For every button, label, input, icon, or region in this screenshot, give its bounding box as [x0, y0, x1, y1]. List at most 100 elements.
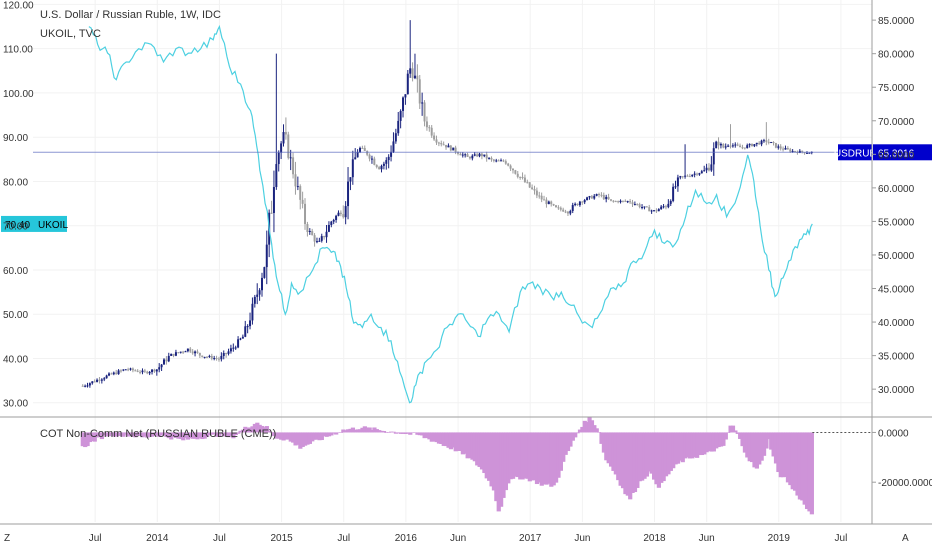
candle-body — [370, 158, 373, 160]
candle — [722, 143, 725, 149]
cot-bar — [90, 432, 95, 442]
candle-body — [380, 165, 383, 170]
cot-bar — [386, 432, 391, 433]
ukoil-name-label: UKOIL — [38, 220, 68, 231]
candle-body — [490, 157, 493, 160]
candle-body — [151, 369, 154, 373]
cot-bar — [687, 432, 693, 459]
candle — [516, 170, 519, 179]
cot-bar — [288, 432, 293, 442]
cot-bar — [718, 432, 724, 447]
candle — [122, 369, 125, 372]
cot-bar — [716, 432, 721, 448]
candle — [784, 145, 787, 150]
cot-bar — [680, 432, 685, 463]
candle-body — [636, 204, 639, 206]
cot-bar — [130, 432, 136, 437]
cot-bar — [738, 432, 743, 439]
candle-body — [375, 164, 378, 168]
candle-body — [361, 147, 364, 149]
candle — [301, 191, 304, 209]
cot-bar — [761, 432, 767, 456]
candle — [729, 124, 732, 149]
candle-body — [593, 195, 596, 199]
cot-bar — [157, 432, 162, 437]
cot-bar — [159, 432, 164, 436]
cot-bar — [310, 432, 315, 442]
cot-bar — [477, 432, 482, 467]
candle-body — [746, 145, 749, 149]
candle — [325, 224, 328, 243]
cot-bar — [83, 432, 88, 448]
candle — [727, 144, 730, 148]
candle-body — [502, 160, 505, 162]
candle — [119, 369, 122, 373]
candle — [127, 367, 130, 372]
candle-body — [263, 267, 266, 278]
candle — [495, 158, 498, 163]
candle-body — [351, 159, 354, 178]
candle-body — [722, 143, 725, 148]
candle-body — [172, 353, 175, 356]
candle-body — [693, 173, 696, 175]
cot-bar — [644, 432, 650, 477]
candle-body — [234, 347, 237, 349]
candle-body — [762, 140, 765, 142]
cot-bar — [403, 432, 408, 435]
candle-body — [315, 241, 318, 243]
candle-body — [471, 155, 474, 159]
cot-bar — [546, 432, 552, 484]
candle-body — [98, 379, 101, 381]
candle-body — [358, 147, 361, 152]
cot-bar — [754, 432, 759, 469]
left-tick-label: 60.00 — [3, 266, 28, 277]
cot-title: COT Non-Comm Net (RUSSIAN RUBLE (CME)) — [40, 428, 276, 440]
cot-bar — [506, 432, 511, 484]
cot-bar — [594, 428, 599, 433]
cot-bar — [554, 432, 559, 483]
candle-body — [519, 176, 522, 178]
candle — [84, 384, 87, 388]
cot-bar — [706, 432, 712, 452]
cot-bar — [455, 432, 461, 451]
candle — [258, 288, 261, 301]
candle-body — [304, 203, 307, 225]
candle — [299, 184, 302, 210]
cot-bar — [625, 432, 630, 496]
candle-body — [466, 154, 469, 157]
candle — [645, 205, 648, 208]
x-tick-label: 2019 — [768, 533, 791, 544]
candle-body — [256, 294, 259, 297]
cot-bar — [788, 432, 793, 486]
cot-bar — [248, 427, 253, 433]
cot-bar — [209, 432, 214, 435]
candle-body — [667, 203, 670, 208]
candle-body — [779, 146, 782, 149]
candle-body — [559, 207, 562, 210]
candle-body — [373, 158, 376, 165]
candle — [112, 371, 115, 376]
cot-bar — [632, 432, 638, 493]
cot-bar — [659, 432, 664, 483]
candle-body — [545, 199, 548, 205]
candle-body — [416, 75, 419, 80]
candle-body — [270, 212, 273, 214]
candle-body — [435, 139, 438, 143]
candle-body — [617, 201, 620, 203]
candle — [81, 384, 84, 387]
cot-bar — [295, 432, 301, 445]
candle — [423, 100, 426, 127]
candle-body — [251, 303, 254, 321]
candle — [555, 204, 558, 208]
candle — [454, 145, 457, 155]
cot-bar — [417, 432, 422, 436]
candle-body — [392, 141, 395, 152]
candle-body — [411, 68, 414, 79]
candle — [182, 350, 185, 355]
cot-bar — [785, 432, 791, 483]
candle-body — [206, 356, 209, 358]
candle — [686, 174, 689, 177]
cot-bar — [348, 428, 353, 433]
cot-bar — [334, 432, 339, 435]
candle — [356, 149, 359, 158]
